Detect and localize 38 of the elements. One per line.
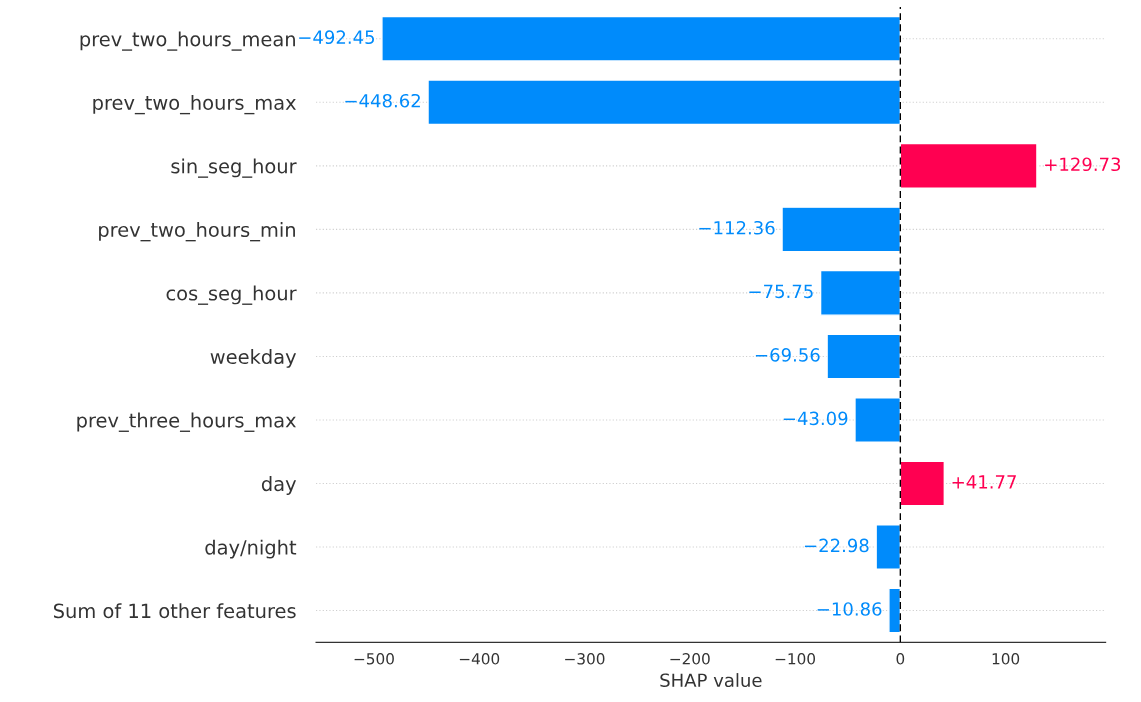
bar bbox=[819, 269, 902, 316]
y-tick-label: Sum of 11 other features bbox=[53, 603, 296, 619]
y-tick-label: prev_three_hours_max bbox=[77, 412, 296, 432]
data-label: −112.36 bbox=[699, 220, 775, 235]
data-label: −43.09 bbox=[783, 411, 848, 426]
y-tick-label: sin_seg_hour bbox=[171, 158, 297, 178]
bar bbox=[381, 15, 902, 62]
y-tick-label: prev_two_hours_min bbox=[99, 221, 295, 242]
x-tick-label: −400 bbox=[459, 653, 500, 665]
data-label: −22.98 bbox=[804, 538, 869, 553]
bar bbox=[875, 524, 902, 570]
y-tick-label: prev_two_hours_max bbox=[93, 94, 296, 115]
x-tick-label: −200 bbox=[670, 653, 710, 665]
y-tick-label: weekday bbox=[210, 349, 297, 368]
x-tick-label: 0 bbox=[896, 653, 905, 665]
x-tick-label: −300 bbox=[565, 653, 605, 665]
data-label: −10.86 bbox=[817, 602, 882, 616]
bar bbox=[899, 142, 1038, 189]
y-tick-label: prev_two_hours_mean bbox=[80, 31, 295, 51]
bar bbox=[899, 460, 946, 507]
data-label: −492.45 bbox=[299, 30, 375, 45]
data-label: −448.62 bbox=[345, 93, 420, 108]
data-label: −75.75 bbox=[749, 284, 813, 299]
x-tick-label: −500 bbox=[354, 653, 394, 665]
x-axis-title: SHAP value bbox=[660, 673, 762, 688]
data-label: +41.77 bbox=[952, 475, 1016, 489]
data-label: +129.73 bbox=[1045, 157, 1121, 172]
bar bbox=[427, 79, 902, 126]
y-tick-label: day/night bbox=[205, 539, 297, 559]
bar bbox=[888, 587, 902, 634]
data-label: −69.56 bbox=[755, 348, 820, 362]
y-tick-label: day bbox=[261, 476, 297, 495]
bar bbox=[854, 397, 902, 443]
x-tick-label: −100 bbox=[775, 653, 816, 665]
x-tick-label: 100 bbox=[992, 653, 1020, 665]
y-tick-label: cos_seg_hour bbox=[166, 285, 297, 305]
bar bbox=[826, 333, 902, 380]
bar bbox=[781, 206, 902, 253]
